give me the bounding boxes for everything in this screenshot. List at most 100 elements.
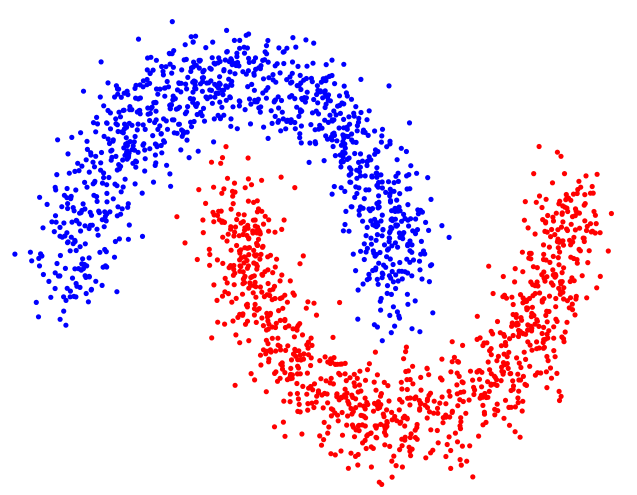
data-point xyxy=(273,369,279,375)
data-point xyxy=(51,229,57,235)
data-point xyxy=(209,100,215,106)
data-point xyxy=(280,419,286,425)
data-point xyxy=(463,410,469,416)
data-point xyxy=(522,381,528,387)
data-point xyxy=(287,278,293,284)
data-point xyxy=(90,120,97,126)
data-point xyxy=(415,207,421,213)
data-point xyxy=(597,230,603,236)
data-point xyxy=(228,247,234,253)
data-point xyxy=(216,208,222,214)
data-point xyxy=(231,233,237,239)
data-point xyxy=(516,360,522,366)
data-point xyxy=(374,165,380,171)
data-point xyxy=(361,196,367,202)
data-point xyxy=(424,415,430,421)
data-point xyxy=(250,217,256,223)
data-point xyxy=(373,251,379,258)
data-point xyxy=(239,291,246,297)
data-point xyxy=(354,375,360,381)
data-point xyxy=(70,241,76,247)
data-point xyxy=(361,256,367,263)
data-point xyxy=(373,224,379,230)
data-point xyxy=(155,126,161,132)
data-point xyxy=(112,238,118,245)
data-point xyxy=(252,99,258,105)
data-point xyxy=(325,400,331,406)
data-point xyxy=(404,416,410,422)
data-point xyxy=(180,128,186,134)
data-point xyxy=(488,352,494,358)
data-point xyxy=(64,185,70,192)
data-point xyxy=(391,180,397,186)
data-point xyxy=(519,249,526,255)
data-point xyxy=(568,221,574,227)
data-point xyxy=(296,113,302,119)
data-point xyxy=(582,218,588,224)
data-point xyxy=(142,126,148,132)
data-point xyxy=(368,235,374,241)
data-point xyxy=(251,247,257,253)
data-point xyxy=(33,299,39,305)
data-point xyxy=(362,129,368,135)
data-point xyxy=(216,55,222,61)
data-point xyxy=(263,389,269,395)
data-point xyxy=(242,107,248,113)
data-point xyxy=(250,290,256,296)
data-point xyxy=(251,87,257,93)
data-point xyxy=(379,481,385,487)
data-point xyxy=(280,49,286,55)
data-point xyxy=(315,111,322,117)
data-point xyxy=(298,140,304,146)
data-point xyxy=(306,159,312,165)
data-point xyxy=(423,455,429,461)
data-point xyxy=(277,278,283,284)
data-point xyxy=(336,93,343,99)
data-point xyxy=(541,251,547,257)
data-point xyxy=(101,175,107,181)
data-point xyxy=(502,362,508,368)
data-point xyxy=(574,257,580,263)
data-point xyxy=(93,278,99,284)
data-point xyxy=(71,293,77,299)
data-point xyxy=(583,227,590,234)
data-point xyxy=(594,171,600,177)
data-point xyxy=(227,94,233,100)
data-point xyxy=(233,295,239,301)
data-point xyxy=(59,204,65,210)
data-point xyxy=(29,258,35,264)
data-point xyxy=(144,82,150,88)
data-point xyxy=(374,372,380,378)
data-point xyxy=(304,89,310,95)
data-point xyxy=(358,388,364,394)
data-point xyxy=(428,450,434,456)
data-point xyxy=(307,140,313,146)
data-point xyxy=(510,332,516,339)
data-point xyxy=(275,342,281,348)
data-point xyxy=(132,181,138,187)
data-point xyxy=(533,199,539,205)
data-point xyxy=(266,75,272,81)
data-point xyxy=(538,370,544,376)
data-point xyxy=(105,136,111,142)
data-point xyxy=(384,254,390,260)
data-point xyxy=(248,274,254,281)
data-point xyxy=(412,298,418,304)
data-point xyxy=(222,57,228,63)
data-point xyxy=(260,57,266,64)
data-point xyxy=(190,39,196,45)
data-point xyxy=(367,430,374,436)
data-point xyxy=(276,118,282,124)
data-point xyxy=(88,212,95,218)
data-point xyxy=(169,70,175,76)
data-point xyxy=(302,99,308,105)
data-point xyxy=(324,391,330,397)
data-point xyxy=(470,377,476,383)
data-point xyxy=(524,305,530,311)
data-point xyxy=(234,126,240,132)
data-point xyxy=(388,330,394,336)
data-point xyxy=(184,129,190,135)
data-point xyxy=(113,83,119,89)
data-point xyxy=(95,232,101,238)
